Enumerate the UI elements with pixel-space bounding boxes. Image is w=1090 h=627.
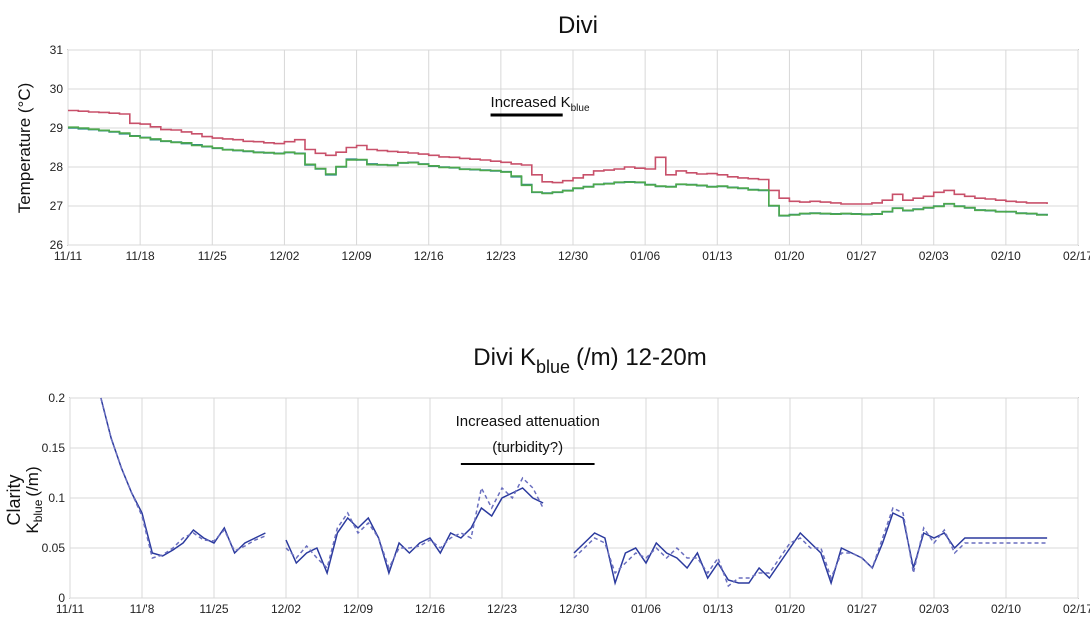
y-tick-label: 29	[50, 121, 64, 135]
x-tick-label: 11/25	[199, 602, 228, 616]
kblue-series-1-segment-2	[285, 487, 544, 576]
chart1-annotation-main: Increased K	[491, 94, 571, 111]
x-tick-label: 11/18	[126, 249, 155, 263]
chart1-series	[68, 109, 1048, 217]
x-tick-label: 01/06	[630, 249, 660, 263]
kblue-series-2-segment-3	[573, 506, 1048, 588]
chart1-annotation: Increased Kblue	[490, 94, 590, 117]
chart2-ylabel: Clarity Kblue (/m)	[4, 466, 45, 533]
x-tick-label: 02/17	[1063, 249, 1090, 263]
temperature-series-3	[68, 126, 1048, 217]
chart2-ylabel-sub: blue	[31, 499, 45, 522]
x-tick-label: 01/13	[702, 249, 732, 263]
y-tick-label: 0.15	[42, 441, 66, 455]
y-tick-label: 30	[50, 82, 64, 96]
x-tick-label: 02/10	[991, 249, 1021, 263]
x-tick-label: 01/27	[847, 602, 877, 616]
chart1-title: Divi	[558, 12, 598, 39]
y-tick-label: 0	[58, 591, 65, 605]
x-tick-label: 01/20	[775, 602, 805, 616]
x-tick-label: 12/02	[269, 249, 299, 263]
x-tick-label: 01/06	[631, 602, 661, 616]
chart1-annotation-sub: blue	[571, 103, 590, 114]
chart2-series	[100, 397, 1048, 588]
chart2-title-sub: blue	[536, 357, 570, 377]
chart1-ticks: 11/11 11/18 11/25 12/02 12/09 12/16 12/23 12/30…	[50, 43, 1090, 263]
kblue-series-1-segment-1	[100, 397, 266, 557]
temperature-series-2	[68, 127, 1048, 217]
temperature-chart: Divi 11/11 11/18 11/25 12/02 12/09 12/16 12/23…	[15, 12, 1090, 263]
x-tick-label: 12/09	[343, 602, 373, 616]
kblue-series-2-segment-1	[100, 397, 266, 559]
x-tick-label: 01/20	[774, 249, 804, 263]
chart2-title-suffix: (/m) 12-20m	[576, 344, 707, 371]
temperature-series-1	[68, 109, 1048, 205]
kblue-series-2-segment-2	[285, 476, 544, 570]
x-tick-label: 11/'8	[130, 602, 155, 616]
x-tick-label: 11/11	[54, 249, 83, 263]
y-tick-label: 0.05	[42, 541, 66, 555]
chart2-ylabel-unit: (/m)	[23, 466, 42, 496]
y-tick-label: 28	[50, 160, 64, 174]
chart2-title-main: Divi K	[473, 344, 536, 371]
x-tick-label: 12/09	[342, 249, 372, 263]
clarity-chart: Divi Kblue (/m) 12-20m 11/11 11/'8 11/25 12/…	[4, 344, 1090, 616]
x-tick-label: 12/23	[487, 602, 517, 616]
x-tick-label: 01/13	[703, 602, 733, 616]
x-tick-label: 12/30	[559, 602, 589, 616]
y-tick-label: 27	[50, 199, 64, 213]
chart2-annotation: Increased attenuation (turbidity?)	[456, 413, 600, 465]
x-tick-label: 12/16	[414, 249, 444, 263]
x-tick-label: 02/17	[1063, 602, 1090, 616]
y-tick-label: 26	[50, 238, 64, 252]
x-tick-label: 11/25	[198, 249, 227, 263]
x-tick-label: 02/03	[919, 602, 949, 616]
x-tick-label: 12/16	[415, 602, 445, 616]
chart2-ylabel-top: Clarity	[4, 474, 24, 525]
x-tick-label: 12/23	[486, 249, 516, 263]
chart1-grid	[67, 49, 1079, 246]
x-tick-label: 11/11	[56, 602, 85, 616]
chart1-ylabel-text: Temperature (°C)	[15, 83, 34, 214]
x-tick-label: 01/27	[847, 249, 877, 263]
chart2-ylabel-k: K	[23, 522, 42, 534]
chart1-ylabel: Temperature (°C)	[15, 83, 34, 214]
y-tick-label: 0.2	[48, 391, 65, 405]
y-tick-label: 0.1	[48, 491, 65, 505]
kblue-series-1-segment-3	[573, 511, 1048, 586]
chart2-annotation-line1: Increased attenuation	[456, 413, 600, 430]
x-tick-label: 12/02	[271, 602, 301, 616]
chart2-grid	[69, 397, 1079, 599]
y-tick-label: 31	[50, 43, 64, 57]
chart2-annotation-line2: (turbidity?)	[492, 439, 563, 456]
chart1-annotation-text: Increased Kblue	[491, 94, 590, 114]
chart2-ylabel-bottom: Kblue (/m)	[23, 466, 45, 533]
chart2-title: Divi Kblue (/m) 12-20m	[473, 344, 706, 377]
chart2-ticks: 11/11 11/'8 11/25 12/02 12/09 12/16 12/23 12/30…	[42, 391, 1090, 616]
x-tick-label: 02/03	[919, 249, 949, 263]
x-tick-label: 02/10	[991, 602, 1021, 616]
x-tick-label: 12/30	[558, 249, 588, 263]
